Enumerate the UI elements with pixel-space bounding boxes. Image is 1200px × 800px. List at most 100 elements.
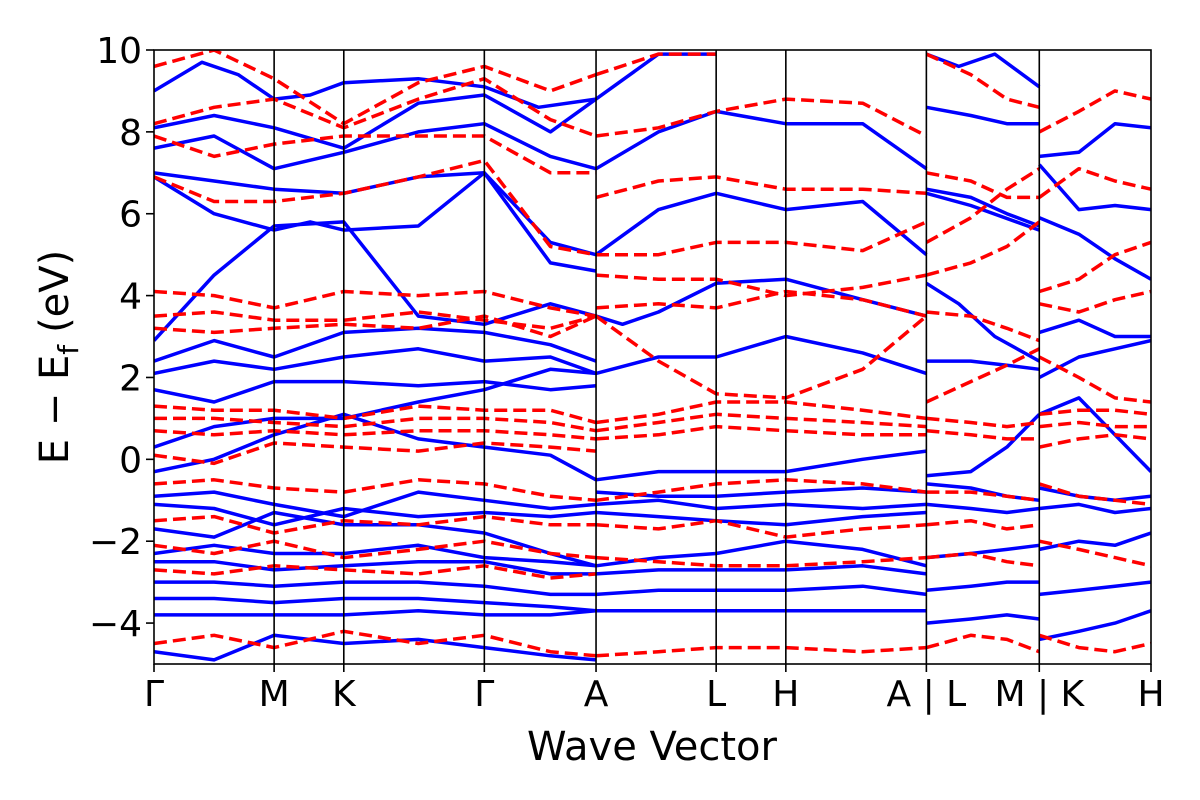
band-line — [154, 404, 597, 425]
band-line — [595, 645, 927, 658]
band-line — [926, 518, 1040, 531]
band-line — [595, 510, 927, 527]
x-tick-label: A — [584, 674, 609, 715]
y-axis-title: E − Ef (eV) — [32, 250, 85, 465]
band-line — [1038, 338, 1151, 380]
band-line — [154, 539, 597, 560]
band-line — [926, 580, 1040, 593]
band-line — [1039, 580, 1151, 597]
band-line — [154, 289, 597, 318]
band-line — [1038, 539, 1151, 568]
band-line — [926, 543, 1040, 560]
band-line — [154, 310, 597, 331]
x-tick-label: K — [332, 674, 357, 715]
band-line — [925, 52, 1040, 109]
y-tick-label: 10 — [96, 31, 142, 72]
band-line — [154, 559, 596, 576]
band-line — [154, 609, 597, 617]
y-tick-label: −4 — [89, 604, 142, 645]
band-line — [154, 220, 597, 342]
band-line — [154, 543, 597, 568]
band-line — [154, 510, 597, 568]
band-line — [925, 220, 1041, 277]
band-line — [1038, 609, 1151, 642]
y-axis-title-unit: (eV) — [32, 250, 78, 333]
band-line — [154, 93, 598, 150]
y-axis-title-main: E − E — [32, 355, 78, 465]
band-line — [154, 367, 597, 449]
band-line — [926, 413, 1041, 478]
band-line — [1038, 433, 1151, 449]
band-line — [154, 564, 597, 580]
band-line — [595, 449, 927, 482]
band-line — [1038, 482, 1151, 507]
y-tick-label: 8 — [119, 113, 142, 154]
y-tick-label: 0 — [119, 440, 142, 481]
band-line — [595, 400, 927, 425]
band-line — [154, 347, 597, 376]
x-ticks: Γ M K Γ A L H A | L M | K H — [144, 664, 1165, 715]
band-line — [595, 584, 927, 597]
x-tick-label: Γ — [474, 674, 494, 715]
x-tick-label: M | K — [994, 674, 1085, 715]
band-line — [926, 416, 1040, 429]
band-line — [926, 428, 1040, 441]
y-tick-label: 4 — [119, 277, 142, 318]
dashed-band-series — [154, 50, 1151, 658]
band-line — [154, 326, 597, 363]
band-line — [595, 109, 928, 171]
y-axis-title-subscript: f — [52, 344, 85, 355]
band-line — [154, 76, 597, 138]
band-line — [1039, 408, 1151, 417]
band-line — [595, 539, 927, 568]
band-line — [154, 580, 596, 597]
y-tick-label: 6 — [119, 195, 142, 236]
band-line — [1038, 396, 1151, 473]
band-line — [926, 490, 1040, 503]
band-line — [154, 428, 597, 441]
band-line — [154, 441, 597, 466]
band-line — [154, 416, 597, 433]
band-line — [1039, 502, 1151, 515]
band-line — [926, 502, 1040, 515]
band-line — [595, 478, 927, 503]
band-line — [926, 187, 1040, 228]
band-line — [925, 167, 1041, 244]
band-line — [1038, 531, 1151, 552]
band-line — [926, 105, 1040, 126]
band-line — [1038, 355, 1151, 404]
band-line — [154, 379, 597, 404]
band-line — [594, 52, 717, 101]
band-line — [154, 502, 597, 527]
x-tick-label: A | L — [887, 674, 967, 715]
band-line — [154, 412, 597, 482]
band-line — [154, 134, 596, 175]
plot-frame — [153, 49, 1152, 665]
band-line — [154, 596, 597, 613]
x-tick-label: H — [772, 674, 799, 715]
high-symmetry-lines — [273, 50, 1041, 664]
band-line — [1038, 633, 1151, 654]
x-tick-label: Γ — [144, 674, 164, 715]
x-axis-title: Wave Vector — [527, 724, 778, 770]
y-tick-label: 2 — [119, 358, 142, 399]
band-line — [595, 97, 928, 138]
band-line — [926, 310, 1040, 343]
band-line — [595, 518, 927, 539]
y-ticks: −4 −2 0 2 4 6 8 10 — [89, 31, 154, 645]
band-line — [154, 158, 597, 257]
band-lines — [154, 50, 1151, 662]
y-tick-label: −2 — [89, 522, 142, 563]
band-line — [595, 175, 927, 200]
band-line — [154, 629, 597, 658]
band-line — [1038, 318, 1151, 339]
band-line — [596, 220, 928, 257]
band-line — [595, 498, 927, 511]
band-line — [926, 171, 1040, 200]
band-line — [595, 334, 927, 376]
band-line — [595, 52, 717, 77]
band-line — [925, 191, 1040, 232]
band-line — [154, 50, 597, 126]
band-line — [154, 514, 596, 535]
band-line — [1038, 289, 1151, 314]
